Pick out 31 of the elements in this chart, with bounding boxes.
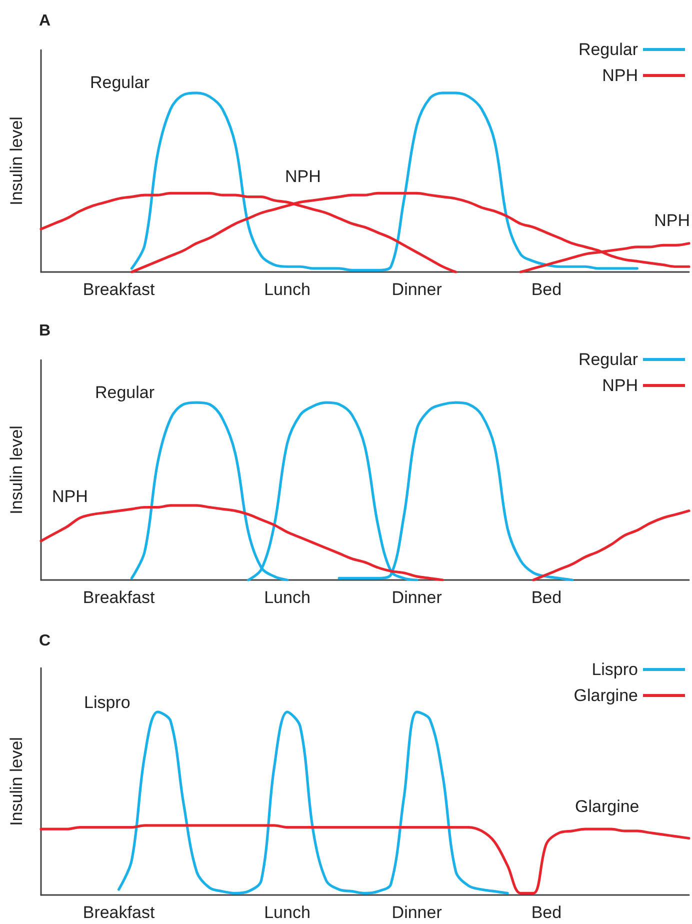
x-tick-label: Bed [531, 588, 562, 607]
text: Regular [95, 383, 155, 402]
legend-label: Regular [578, 40, 638, 59]
x-tick-label: Breakfast [82, 903, 155, 922]
legend-label: NPH [602, 376, 638, 395]
annotation: NPH [52, 487, 88, 506]
x-tick-label: Bed [531, 903, 562, 922]
x-tick-label: Lunch [264, 903, 310, 922]
y-axis-title: Insulin level [7, 116, 26, 206]
legend-label: Lispro [592, 660, 638, 679]
chart-title: A [39, 12, 51, 30]
chart-title: B [39, 322, 51, 340]
y-axis-title: Insulin level [7, 737, 26, 826]
x-tick-label: Lunch [264, 280, 310, 299]
annotation: Glargine [575, 797, 640, 816]
chart-title: C [39, 632, 51, 650]
y-axis-title: Insulin level [7, 426, 26, 514]
x-tick-label: Dinner [392, 588, 442, 607]
text: Regular [90, 73, 150, 92]
legend-label: Glargine [574, 686, 638, 705]
x-tick-label: Dinner [392, 903, 442, 922]
x-tick-label: Dinner [392, 280, 442, 299]
annotation: Lispro [84, 693, 130, 712]
x-tick-label: Breakfast [82, 588, 155, 607]
legend-label: Regular [578, 350, 638, 369]
annotation: NPH [654, 211, 690, 230]
x-tick-label: Lunch [264, 588, 310, 607]
x-tick-label: Breakfast [82, 280, 155, 299]
legend-label: NPH [602, 66, 638, 85]
x-tick-label: Bed [531, 280, 562, 299]
annotation: NPH [285, 167, 321, 186]
